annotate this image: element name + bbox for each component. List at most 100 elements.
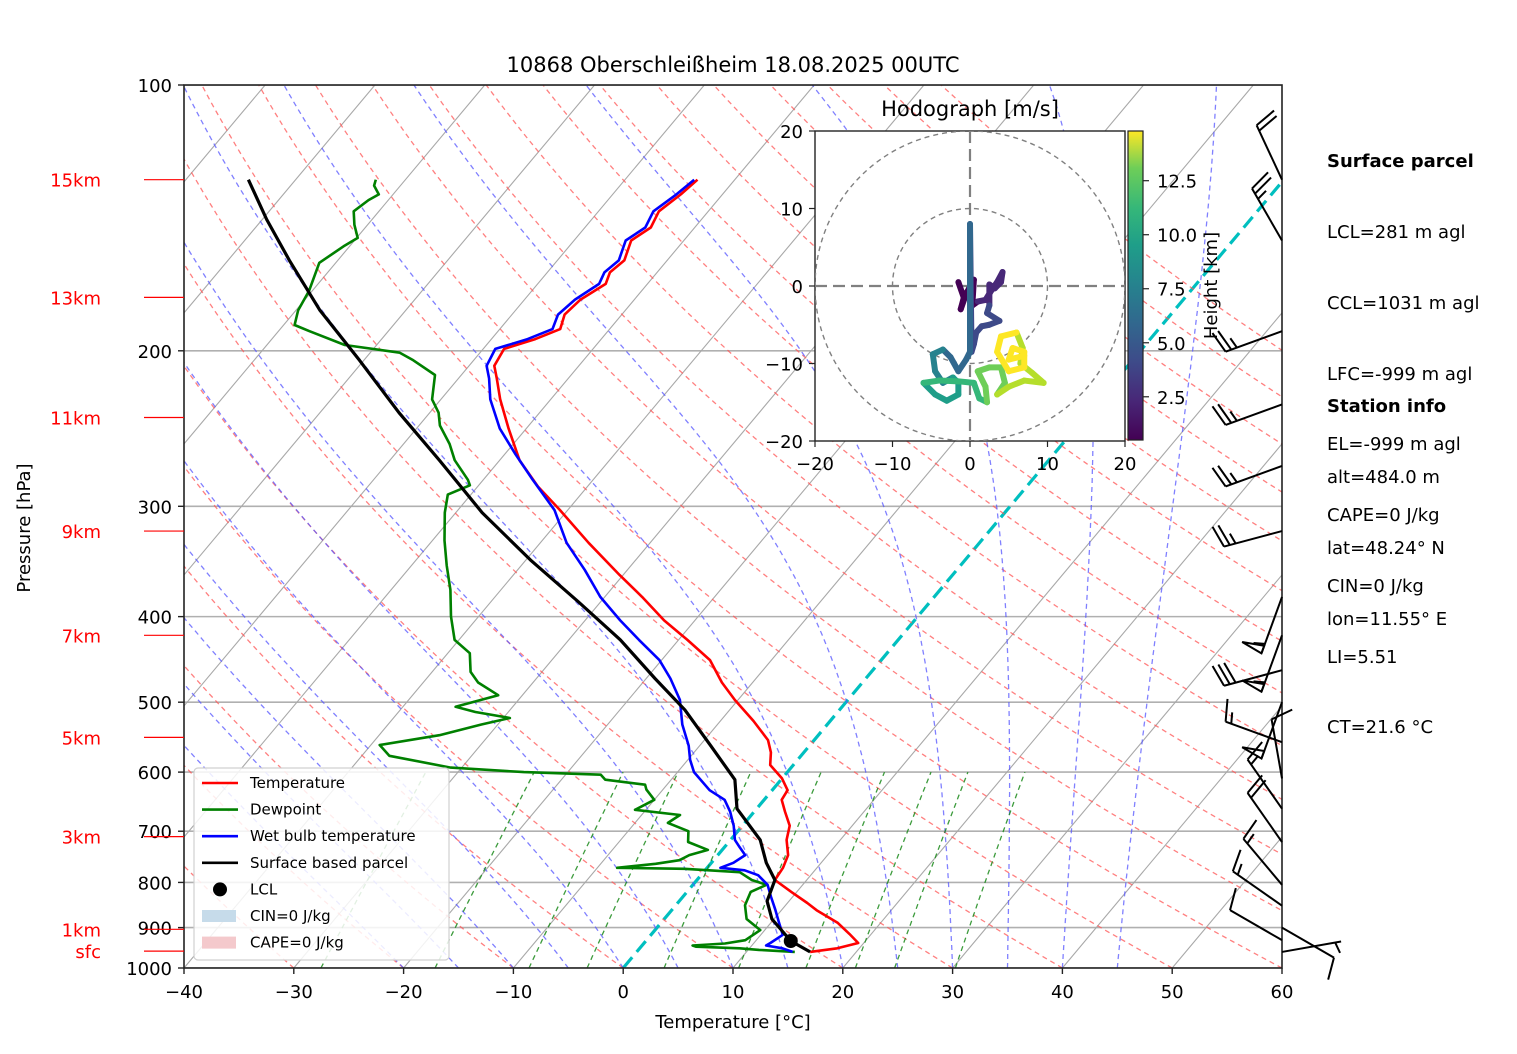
height-marker-label: 1km [62,920,101,941]
barb-staff [1246,758,1283,810]
barb-full [1255,109,1275,127]
x-tick-label: −40 [165,982,203,1003]
dry-adiabat [258,85,1282,968]
info-lon: lon=11.55° E [1327,608,1448,630]
hodograph-y-tick-label: 20 [780,122,803,143]
barb-full [1229,887,1237,911]
hodograph-x-tick-label: 10 [1036,454,1059,475]
isotherm-line [732,312,1282,968]
hodograph-area [815,131,1125,441]
barb-full [1223,662,1237,684]
barb-staff [1255,124,1283,181]
y-tick-label: 1000 [126,959,172,980]
wind-barb [1211,524,1283,548]
wind-barb [1241,701,1283,761]
moist-adiabat [1116,85,1218,968]
moist-adiabat [184,616,514,968]
wind-barb [1241,634,1283,694]
station-info-heading: Station info [1327,396,1447,418]
barb-full [1217,465,1233,485]
moist-adiabat [585,85,954,968]
barb-staff [1225,720,1283,744]
barb-staff [1232,870,1283,907]
isotherm-line [842,443,1282,968]
surface-parcel-heading: Surface parcel [1327,151,1474,173]
series-surface-based-parcel [246,179,811,954]
wind-barb [1242,819,1283,886]
x-axis: −40 −30 −20 −10 0 10 20 30 40 50 60 [165,968,1293,1003]
wind-barb [1251,171,1283,241]
isotherm-line [184,85,595,576]
hodograph-y-tick-label: −10 [765,355,803,376]
mixing-ratio-line [854,771,932,968]
wind-barb [1211,464,1283,488]
hodograph-segment [936,377,962,385]
dry-adiabat [485,85,1282,747]
legend-label: CAPE=0 J/kg [250,934,344,952]
y-tick-label: 300 [138,497,172,518]
wind-barb [1231,849,1283,907]
x-axis-label: Temperature [°C] [654,1012,810,1033]
series-wet-bulb-temperature [485,178,794,954]
y-tick-label: 200 [138,342,172,363]
y-tick-label: 500 [138,693,172,714]
barb-half [1236,863,1243,876]
wind-barb [1229,887,1283,942]
wind-barb [1211,662,1283,687]
y-tick-label: 700 [138,822,172,843]
barb-half [1253,680,1265,684]
isotherm-line [184,85,376,314]
barb-full [1246,741,1263,761]
barb-full [1327,957,1335,980]
hodograph-x-tick-label: −20 [796,454,834,475]
barb-full [1211,665,1225,687]
barb-staff [1251,188,1283,241]
station-info-panel: Station info alt=484.0 m lat=48.24° N lo… [1327,348,1447,655]
barb-half [1246,833,1255,845]
wind-barb [1224,698,1283,744]
y-tick-label: 100 [138,76,172,97]
barb-staff [1260,701,1283,759]
barb-full [1217,403,1233,424]
hodograph-segment [994,348,1012,375]
wind-barb [1270,708,1293,779]
mixing-ratio-line [737,771,822,968]
x-tick-label: 20 [831,982,854,1003]
colorbar-tick-label: 10.0 [1157,226,1197,247]
info-lfc: LFC=-999 m agl [1327,363,1473,385]
wind-barb [1281,926,1335,980]
moist-adiabat [283,85,844,968]
mixing-ratio-line [586,771,679,968]
x-tick-label: 40 [1051,982,1074,1003]
colorbar-tick-label: 2.5 [1157,388,1186,409]
colorbar-tick-label: 12.5 [1157,172,1197,193]
barb-half [1229,472,1238,483]
legend-swatch [202,936,236,949]
barb-staff [1225,464,1283,488]
height-marker-label: 13km [50,288,101,309]
wind-barb [1246,774,1283,843]
isotherm-line [952,574,1282,968]
barb-full [1217,330,1233,351]
hodograph-y-tick-label: −20 [765,432,803,453]
legend-label: CIN=0 J/kg [250,907,331,925]
height-marker-label: 11km [50,409,101,430]
legend-swatch [202,910,236,922]
mixing-ratio-line [954,771,1026,968]
isotherm-line [184,85,486,445]
x-tick-label: −10 [494,982,532,1003]
x-tick-label: −20 [385,982,423,1003]
x-tick-label: 30 [941,982,964,1003]
barb-staff [1281,940,1342,953]
y-axis-label: Pressure [hPa] [14,463,35,592]
colorbar-tick-label: 5.0 [1157,334,1186,355]
barb-full [1211,332,1227,353]
barb-pennant [1241,679,1266,694]
hodograph-segment [1005,352,1028,363]
colorbar [1127,130,1144,441]
barb-half [1253,641,1265,645]
mixing-ratio-line [893,771,969,968]
info-lat: lat=48.24° N [1327,537,1445,559]
y-tick-label: 600 [138,763,172,784]
